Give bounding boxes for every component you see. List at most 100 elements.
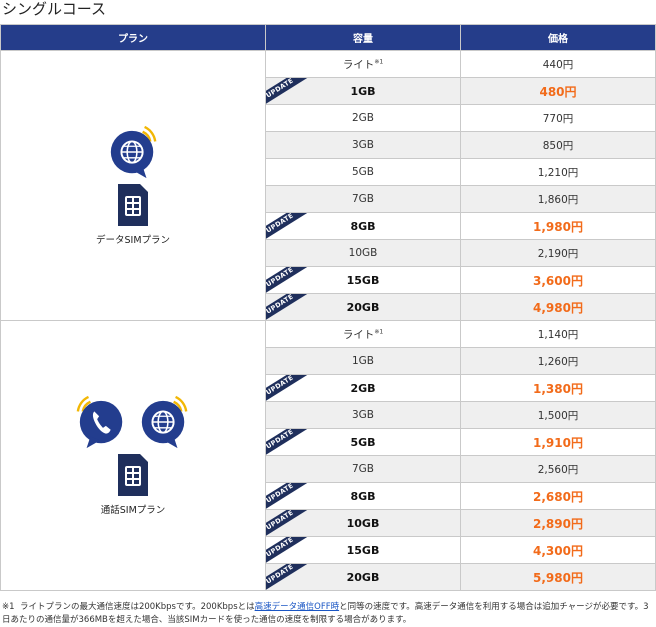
plan-illustration — [2, 395, 265, 496]
price-value: 1,910円 — [533, 435, 583, 450]
price-value: 1,140円 — [537, 328, 579, 341]
capacity-label: ライト — [342, 328, 375, 341]
price-cell: 1,860円 — [460, 185, 656, 213]
capacity-label: ライト — [342, 58, 375, 71]
capacity-cell: 1GB — [265, 347, 461, 375]
sim-card-icon — [118, 183, 148, 226]
table-row: 1GB 1,260円 — [1, 347, 656, 375]
globe-bubble-icon — [141, 395, 188, 448]
column-header-capacity: 容量 — [265, 24, 461, 51]
price-value: 770円 — [542, 112, 574, 125]
price-value: 1,260円 — [537, 355, 579, 368]
price-value: 2,890円 — [533, 516, 583, 531]
price-value: 4,300円 — [533, 543, 583, 558]
price-cell: 2,680円 — [460, 482, 656, 510]
capacity-label: 3GB — [351, 409, 375, 421]
capacity-cell: UPDATE 8GB — [265, 482, 461, 510]
table-row: データSIMプラン ライト※1 440円 — [0, 50, 656, 321]
table-row: 5GB 1,210円 — [1, 158, 656, 186]
capacity-cell: 10GB — [265, 239, 461, 267]
table-row: UPDATE 20GB 4,980円 — [1, 293, 656, 321]
capacity-label: 1GB — [351, 355, 375, 367]
capacity-cell: UPDATE 1GB — [265, 77, 461, 105]
capacity-cell: 3GB — [265, 401, 461, 429]
table-row: 3GB 1,500円 — [1, 401, 656, 429]
update-badge: UPDATE — [266, 537, 310, 563]
price-value: 1,500円 — [537, 409, 579, 422]
update-badge: UPDATE — [266, 375, 310, 401]
footnote-ref: ※1 — [374, 328, 384, 335]
table-row: 10GB 2,190円 — [1, 239, 656, 267]
footnote-text-after: と同等の速度です。高速データ通信を利用する場合は追加チャージが必要です。3日あた… — [2, 602, 649, 625]
price-value: 1,980円 — [533, 219, 583, 234]
update-badge: UPDATE — [266, 483, 310, 509]
voice-sim-plan-cell: 通話SIMプラン — [0, 320, 266, 591]
price-cell: 2,190円 — [460, 239, 656, 267]
table-row: UPDATE 5GB 1,910円 — [1, 428, 656, 456]
capacity-label: 2GB — [350, 381, 376, 395]
table-row: 2GB 770円 — [1, 104, 656, 132]
capacity-cell: 5GB — [265, 158, 461, 186]
capacity-label: 3GB — [351, 139, 375, 151]
capacity-cell: 3GB — [265, 131, 461, 159]
price-cell: 1,140円 — [460, 320, 656, 348]
capacity-label: 15GB — [346, 273, 380, 287]
price-value: 3,600円 — [533, 273, 583, 288]
capacity-cell: UPDATE 20GB — [265, 563, 461, 591]
capacity-label: 5GB — [351, 166, 375, 178]
price-cell: 4,300円 — [460, 536, 656, 564]
plan-name: データSIMプラン — [95, 234, 171, 246]
price-cell: 2,560円 — [460, 455, 656, 483]
price-cell: 1,910円 — [460, 428, 656, 456]
capacity-cell: UPDATE 5GB — [265, 428, 461, 456]
price-value: 5,980円 — [533, 570, 583, 585]
table-row: 7GB 1,860円 — [1, 185, 656, 213]
update-badge: UPDATE — [266, 294, 310, 320]
price-cell: 2,890円 — [460, 509, 656, 537]
plan-illustration — [2, 125, 265, 226]
update-badge: UPDATE — [266, 213, 310, 239]
table-row: UPDATE 20GB 5,980円 — [1, 563, 656, 591]
price-value: 480円 — [539, 84, 577, 99]
price-value: 850円 — [542, 139, 574, 152]
capacity-label: 20GB — [346, 300, 380, 314]
high-speed-off-link[interactable]: 高速データ通信OFF時 — [254, 602, 340, 612]
capacity-label: 7GB — [351, 193, 375, 205]
price-cell: 850円 — [460, 131, 656, 159]
capacity-cell: 7GB — [265, 455, 461, 483]
footnote-text-before: ライトプランの最大通信速度は200Kbpsです。200Kbpsとは — [19, 602, 255, 612]
price-cell: 1,500円 — [460, 401, 656, 429]
table-row: 通話SIMプラン ライト※1 1,140円 — [0, 320, 656, 591]
table-row: UPDATE 1GB 480円 — [1, 77, 656, 105]
footnote-ref: ※1 — [374, 58, 384, 65]
price-value: 440円 — [542, 58, 574, 71]
table-row: 7GB 2,560円 — [1, 455, 656, 483]
update-badge: UPDATE — [266, 564, 310, 590]
capacity-cell: UPDATE 8GB — [265, 212, 461, 240]
price-cell: 4,980円 — [460, 293, 656, 321]
capacity-label: 15GB — [346, 543, 380, 557]
plan-name: 通話SIMプラン — [100, 504, 166, 516]
table-row: UPDATE 8GB 2,680円 — [1, 482, 656, 510]
phone-bubble-icon — [76, 395, 123, 448]
price-cell: 770円 — [460, 104, 656, 132]
capacity-cell: UPDATE 15GB — [265, 536, 461, 564]
capacity-cell: UPDATE 15GB — [265, 266, 461, 294]
footnote-mark: ※1 — [2, 602, 15, 612]
capacity-cell: UPDATE 10GB — [265, 509, 461, 537]
price-cell: 480円 — [460, 77, 656, 105]
capacity-cell: UPDATE 20GB — [265, 293, 461, 321]
capacity-label: 2GB — [351, 112, 375, 124]
page-title: シングルコース — [2, 0, 106, 18]
capacity-label: 20GB — [346, 570, 380, 584]
capacity-label: 8GB — [350, 489, 376, 503]
globe-bubble-icon — [110, 125, 157, 178]
footnote: ※1 ライトプランの最大通信速度は200Kbpsです。200Kbpsとは高速デー… — [2, 601, 652, 627]
capacity-cell: ライト※1 — [265, 50, 461, 78]
price-cell: 1,980円 — [460, 212, 656, 240]
price-cell: 1,260円 — [460, 347, 656, 375]
price-cell: 3,600円 — [460, 266, 656, 294]
update-badge: UPDATE — [266, 510, 310, 536]
sim-card-icon — [118, 453, 148, 496]
capacity-cell: 2GB — [265, 104, 461, 132]
